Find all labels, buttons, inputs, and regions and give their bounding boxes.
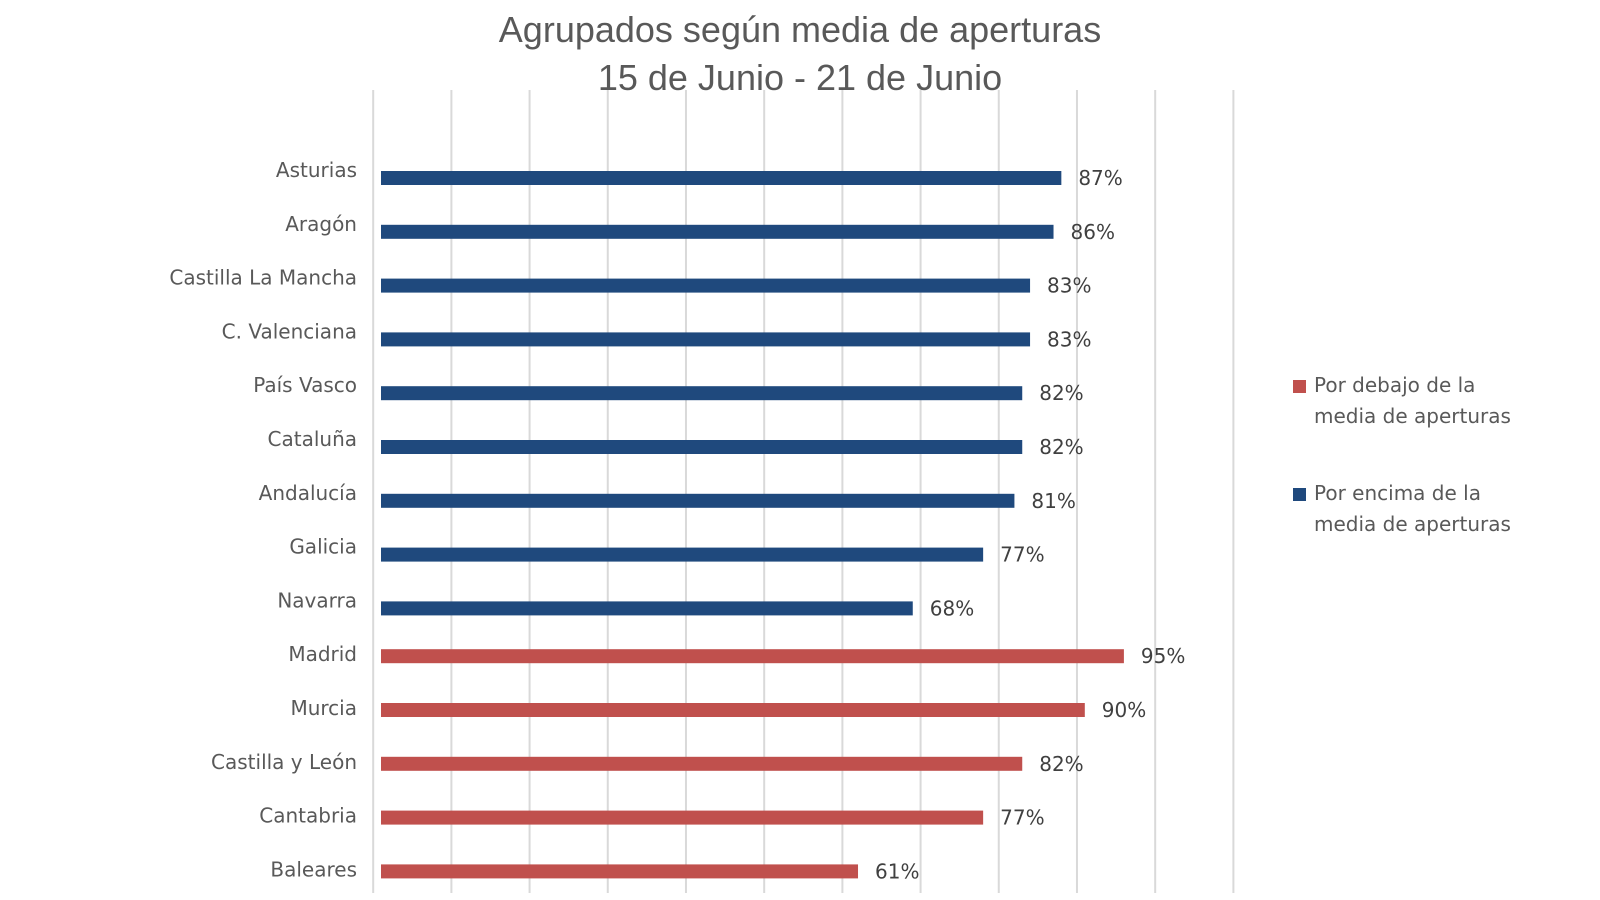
data-label: 77%	[1000, 806, 1044, 830]
data-label: 81%	[1031, 489, 1075, 513]
bar	[381, 224, 1054, 239]
legend-label: Por debajo de la	[1314, 373, 1475, 397]
bar	[381, 703, 1085, 717]
category-label: Asturias	[276, 158, 357, 182]
bar	[381, 864, 859, 879]
category-label: Aragón	[285, 212, 357, 236]
category-label: Baleares	[270, 857, 357, 881]
legend-label: media de aperturas	[1314, 404, 1511, 428]
bar	[381, 547, 984, 562]
data-label: 83%	[1047, 327, 1091, 351]
category-label: Murcia	[290, 696, 357, 720]
category-label: C. Valenciana	[222, 319, 357, 343]
data-label: 95%	[1141, 644, 1185, 668]
category-label: Andalucía	[259, 481, 357, 505]
legend-swatch	[1293, 380, 1306, 393]
bars-group: Asturias 87% Aragón 86% Castilla La Mancha 83…	[169, 158, 1185, 883]
category-label: Galicia	[289, 535, 357, 559]
data-label: 61%	[875, 859, 919, 883]
legend-label: Por encima de la	[1314, 481, 1481, 505]
data-label: 86%	[1071, 220, 1115, 244]
bar	[381, 601, 913, 616]
bar	[381, 756, 1023, 771]
bar	[381, 440, 1023, 454]
data-label: 82%	[1039, 435, 1083, 459]
category-label: Castilla y León	[211, 750, 357, 774]
category-label: Madrid	[288, 642, 357, 666]
bar	[381, 386, 1023, 401]
category-label: Castilla La Mancha	[169, 266, 357, 290]
legend-swatch	[1293, 488, 1306, 501]
category-label: Cantabria	[259, 804, 357, 828]
chart-title-line-2: 15 de Junio - 21 de Junio	[598, 57, 1002, 98]
data-label: 83%	[1047, 274, 1091, 298]
category-label: País Vasco	[253, 373, 357, 397]
data-label: 68%	[930, 596, 974, 620]
bar	[381, 810, 984, 825]
gridlines	[372, 90, 1235, 893]
legend: Por debajo de la media de aperturas Por en…	[1293, 373, 1511, 536]
legend-label: media de aperturas	[1314, 512, 1511, 536]
category-label: Navarra	[277, 588, 357, 612]
bar	[381, 649, 1124, 664]
data-label: 77%	[1000, 543, 1044, 567]
data-label: 90%	[1102, 698, 1146, 722]
bar	[381, 493, 1015, 508]
category-label: Cataluña	[268, 427, 357, 451]
data-label: 82%	[1039, 752, 1083, 776]
chart-title-line-1: Agrupados según media de aperturas	[499, 9, 1101, 50]
data-label: 87%	[1078, 166, 1122, 190]
bar	[381, 171, 1062, 185]
bar	[381, 278, 1031, 293]
bar	[381, 332, 1031, 347]
data-label: 82%	[1039, 381, 1083, 405]
